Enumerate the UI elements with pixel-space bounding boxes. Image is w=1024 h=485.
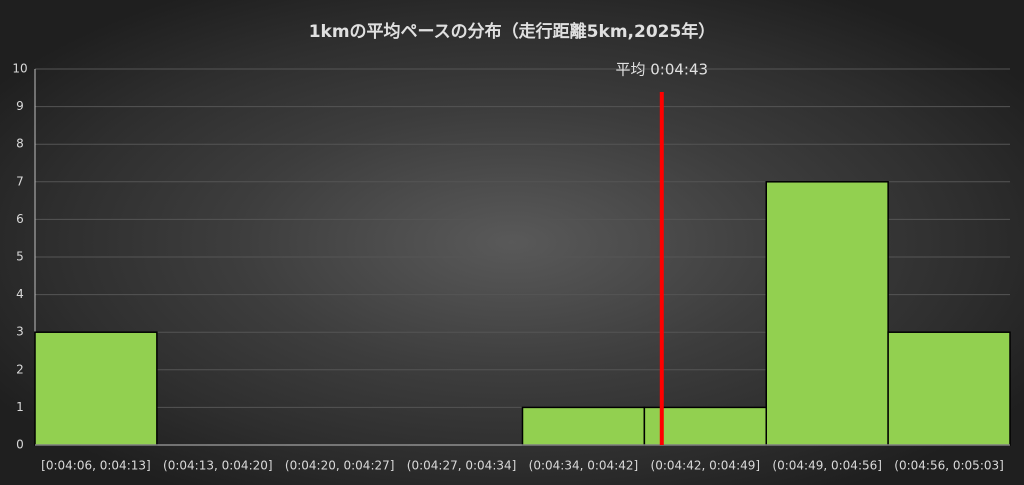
bar: [887, 331, 1011, 446]
bar: [34, 331, 158, 446]
y-tick-label: 9: [16, 99, 24, 113]
x-tick-label: (0:04:27, 0:04:34]: [407, 459, 517, 473]
mean-label: 平均 0:04:43: [615, 61, 708, 79]
y-tick-label: 2: [16, 362, 24, 376]
x-tick-label: (0:04:20, 0:04:27]: [285, 459, 395, 473]
x-tick-label: (0:04:34, 0:04:42]: [529, 459, 639, 473]
bar: [643, 406, 767, 446]
x-tick-label: (0:04:42, 0:04:49]: [651, 459, 761, 473]
y-tick-label: 4: [16, 287, 24, 301]
y-tick-label: 8: [16, 137, 24, 151]
x-tick-label: [0:04:06, 0:04:13]: [41, 459, 151, 473]
y-tick-label: 1: [16, 400, 24, 414]
y-tick-label: 3: [16, 325, 24, 339]
bar: [765, 181, 889, 446]
y-tick-label: 5: [16, 250, 24, 264]
bar: [521, 406, 646, 446]
x-tick-label: (0:04:13, 0:04:20]: [163, 459, 273, 473]
y-tick-label: 0: [16, 438, 24, 452]
y-tick-label: 6: [16, 212, 24, 226]
chart-title: 1kmの平均ペースの分布（走行距離5km,2025年）: [309, 21, 716, 42]
y-tick-label: 10: [12, 62, 27, 76]
x-tick-label: (0:04:56, 0:05:03]: [894, 459, 1004, 473]
x-tick-label: (0:04:49, 0:04:56]: [772, 459, 882, 473]
y-tick-label: 7: [16, 174, 24, 188]
